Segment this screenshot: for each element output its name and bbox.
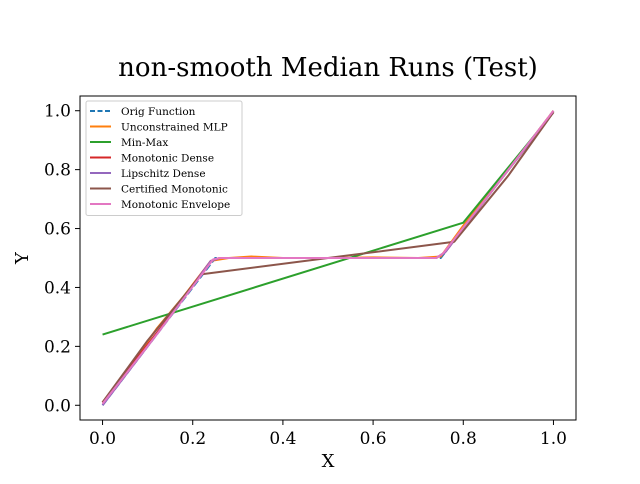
x-tick-label: 0.2 — [179, 429, 206, 449]
legend-label: Monotonic Dense — [121, 153, 214, 165]
y-tick-label: 0.2 — [44, 337, 71, 357]
x-tick-label: 1.0 — [540, 429, 567, 449]
x-tick-label: 0.6 — [360, 429, 387, 449]
series-line-7 — [101, 110, 555, 405]
series-layer — [101, 110, 555, 406]
plot-frame — [79, 95, 577, 421]
axes-layer: 0.0 0.2 0.4 0.6 0.8 1.0 0.0 0.2 0.4 0.6 0.8 1.0 — [44, 95, 577, 449]
legend-label: Min-Max — [121, 137, 168, 149]
y-tick-label: 0.8 — [44, 161, 71, 181]
x-axis-label: X — [322, 451, 335, 472]
x-tick-label: 0.4 — [269, 429, 296, 449]
y-tick-label: 1.0 — [44, 102, 71, 122]
legend-label: Lipschitz Dense — [121, 168, 206, 180]
legend-label: Monotonic Envelope — [121, 199, 230, 211]
y-tick-label: 0.4 — [44, 278, 71, 298]
y-tick-label: 0.6 — [44, 220, 71, 240]
x-tick-label: 0.0 — [89, 429, 116, 449]
legend-label: Certified Monotonic — [121, 184, 228, 196]
y-axis-label: Y — [12, 251, 33, 265]
x-tick-label: 0.8 — [450, 429, 477, 449]
y-tick-label: 0.0 — [44, 396, 71, 416]
chart-title: non-smooth Median Runs (Test) — [118, 53, 538, 83]
legend: Orig Function Unconstrained MLP Min-Max Mon… — [85, 100, 243, 216]
legend-label: Orig Function — [121, 106, 196, 118]
legend-label: Unconstrained MLP — [121, 122, 228, 134]
legend-box — [85, 100, 243, 216]
